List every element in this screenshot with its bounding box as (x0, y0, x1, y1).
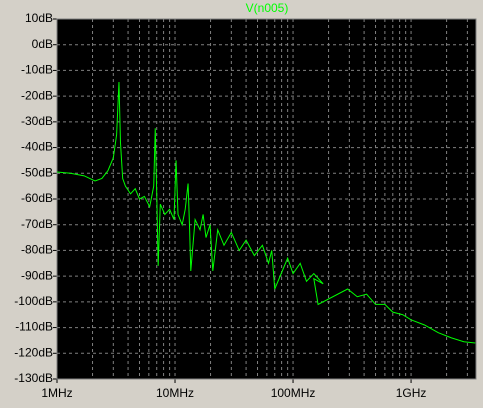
y-tick-label: -30dB (21, 114, 53, 128)
x-tick-label: 1MHz (41, 386, 72, 400)
x-tick-label: 10MHz (156, 386, 194, 400)
plot-frame (56, 18, 477, 380)
y-tick-label: -50dB (21, 165, 53, 179)
y-tick-label: 0dB (32, 37, 53, 51)
y-tick-label: -90dB (21, 268, 53, 282)
y-tick-label: -100dB (14, 294, 53, 308)
y-tick-label: 10dB (25, 11, 53, 25)
y-tick-label: -10dB (21, 63, 53, 77)
y-tick-label: -80dB (21, 243, 53, 257)
x-tick-label: 1GHz (396, 386, 427, 400)
y-tick-label: -60dB (21, 191, 53, 205)
y-tick-label: -130dB (14, 371, 53, 385)
y-tick-label: -120dB (14, 345, 53, 359)
y-tick-label: -70dB (21, 217, 53, 231)
x-tick-label: 100MHz (271, 386, 316, 400)
y-tick-label: -110dB (15, 320, 53, 334)
y-tick-label: -40dB (21, 140, 53, 154)
y-tick-label: -20dB (21, 88, 53, 102)
trace (56, 81, 476, 344)
trace-name: V(n005) (246, 1, 289, 15)
